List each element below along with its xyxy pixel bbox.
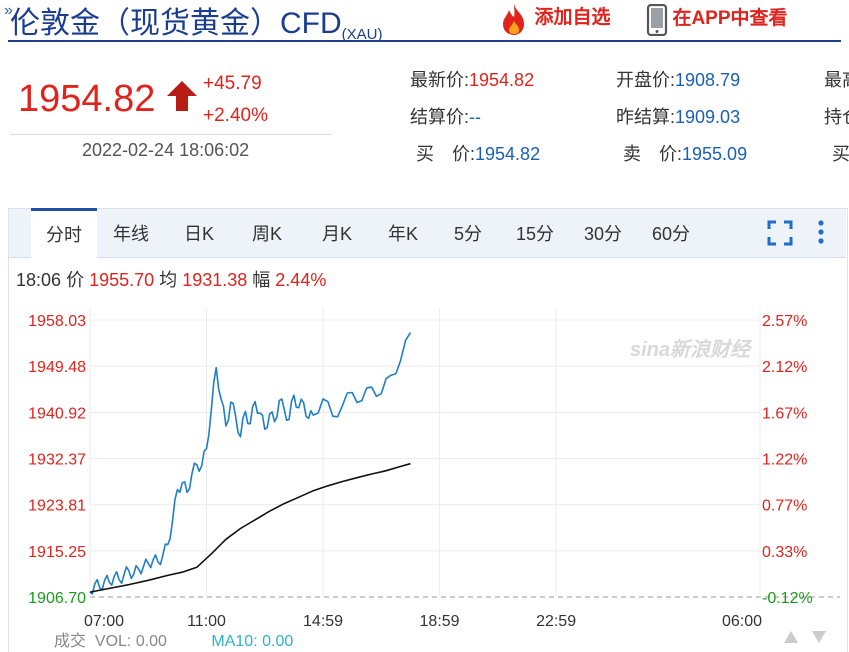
info-time: 18:06 <box>16 270 62 290</box>
average-line <box>89 462 411 593</box>
quote-field-open: 开盘价:1908.79 <box>616 66 740 92</box>
info-avg-label: 均 <box>159 270 178 290</box>
quote-divider <box>10 134 332 135</box>
x-tick-label: 06:00 <box>722 613 762 630</box>
quote-field-bid: 买 价:1954.82 <box>416 140 540 166</box>
x-tick-label: 22:59 <box>536 613 576 630</box>
tab-5min[interactable]: 5分 <box>453 224 482 244</box>
more-options-icon[interactable] <box>815 218 827 248</box>
info-amp-label: 幅 <box>252 270 271 290</box>
page-title-text: 伦敦金（现货黄金）CFD <box>10 7 342 40</box>
chart-panel <box>8 208 848 652</box>
up-arrow-icon <box>167 81 197 111</box>
price-line <box>89 332 412 595</box>
quote-field-bid-vol: 买 <box>832 140 849 166</box>
quote-field-label: 持仓 <box>824 107 849 127</box>
quote-field-settle: 结算价:-- <box>410 103 481 129</box>
header-divider <box>8 40 841 42</box>
tab-yearly-k[interactable]: 年K <box>387 224 418 244</box>
tab-60min[interactable]: 60分 <box>651 224 691 244</box>
sina-watermark: sina新浪财经 <box>630 338 753 361</box>
crosshair-info: 18:06 价 1955.70 均 1931.38 幅 2.44% <box>16 266 326 292</box>
tab-15min[interactable]: 15分 <box>515 224 555 244</box>
vol-value: VOL: 0.00 <box>94 633 167 650</box>
quote-field-open-interest: 持仓 <box>824 103 849 129</box>
y-axis-right: 2.57% 2.12% 1.67% 1.22% 0.77% 0.33% -0.12% <box>762 313 813 607</box>
phone-icon <box>646 3 668 36</box>
quote-datetime: 2022-02-24 18:06:02 <box>82 140 250 160</box>
quote-field-value: -- <box>469 107 482 127</box>
quote-field-value: 1955.09 <box>682 144 748 164</box>
quote-field-value: 1954.82 <box>475 144 541 164</box>
y-tick-label-left: 1906.70 <box>28 590 86 607</box>
quote-field-label: 买 <box>832 144 849 164</box>
quote-field-value: 1909.03 <box>675 107 741 127</box>
info-price: 1955.70 <box>89 270 155 290</box>
ma10-value: MA10: 0.00 <box>211 633 294 650</box>
quote-field-label: 买 价: <box>416 144 476 164</box>
y-tick-label-right: 0.77% <box>762 498 807 515</box>
add-watchlist-button[interactable]: 添加自选 <box>498 2 610 36</box>
volume-scroll-arrows[interactable] <box>782 628 828 646</box>
x-tick-label: 11:00 <box>187 613 226 630</box>
period-tabs: 分时 年线 日K 周K 月K 年K 5分 15分 30分 60分 <box>9 208 846 260</box>
x-tick-label: 18:59 <box>420 613 460 630</box>
x-axis: 07:00 11:00 14:59 18:59 22:59 06:00 <box>84 613 762 630</box>
y-tick-label-left: 1915.25 <box>28 544 86 561</box>
info-avg: 1931.38 <box>182 270 248 290</box>
y-tick-label-right: 1.67% <box>762 405 807 422</box>
current-price: 1954.82 <box>18 78 156 120</box>
fullscreen-icon[interactable] <box>767 220 793 246</box>
quote-field-prev-settle: 昨结算:1909.03 <box>616 103 740 129</box>
volume-panel-label: 成交 VOL: 0.00 MA10: 0.00 <box>54 627 293 651</box>
y-axis-left: 1958.03 1949.48 1940.92 1932.37 1923.81 1915.… <box>28 313 86 607</box>
view-in-app-label: 在APP中查看 <box>672 8 788 29</box>
tab-year-line[interactable]: 年线 <box>113 224 149 244</box>
tab-weekly-k[interactable]: 周K <box>251 224 282 244</box>
vol-title: 成交 <box>54 633 87 650</box>
y-tick-label-left: 1923.81 <box>28 498 86 515</box>
quote-field-value: 1908.79 <box>675 70 741 90</box>
quote-field-label: 最高 <box>824 70 849 90</box>
page-title-symbol: (XAU) <box>341 26 383 43</box>
tab-daily-k[interactable]: 日K <box>183 224 214 244</box>
y-tick-label-left: 1940.92 <box>28 405 86 422</box>
price-change: +45.79 <box>203 73 262 94</box>
title-arrow-icon: » <box>4 2 13 19</box>
quote-field-value: 1954.82 <box>469 70 535 90</box>
y-tick-label-left: 1958.03 <box>28 313 86 330</box>
quote-field-label: 最新价: <box>410 70 470 90</box>
y-tick-label-right: 1.22% <box>762 452 807 469</box>
view-in-app-button[interactable]: 在APP中查看 <box>646 3 788 36</box>
x-tick-label: 07:00 <box>84 613 124 630</box>
add-watchlist-label: 添加自选 <box>534 7 611 29</box>
y-tick-label-right: 2.57% <box>762 313 807 330</box>
chart-series <box>89 332 412 595</box>
scroll-down-icon <box>812 631 826 643</box>
quote-field-label: 开盘价: <box>616 70 676 90</box>
x-tick-label: 14:59 <box>303 613 343 630</box>
y-tick-label-right: 0.33% <box>762 544 807 561</box>
price-change-pct: +2.40% <box>203 105 268 126</box>
y-tick-label-right: -0.12% <box>762 590 813 607</box>
tab-30min[interactable]: 30分 <box>583 224 623 244</box>
info-price-label: 价 <box>66 270 85 290</box>
tab-monthly-k[interactable]: 月K <box>321 224 352 244</box>
scroll-up-icon <box>784 631 798 643</box>
fire-icon <box>503 4 524 35</box>
y-tick-label-left: 1932.37 <box>28 452 86 469</box>
quote-field-label: 卖 价: <box>623 144 683 164</box>
y-tick-label-left: 1949.48 <box>28 359 86 376</box>
chart-grid <box>89 308 840 598</box>
quote-field-ask: 卖 价:1955.09 <box>623 140 747 166</box>
quote-field-label: 昨结算: <box>616 107 676 127</box>
quote-field-high: 最高 <box>824 66 849 92</box>
quote-field-label: 结算价: <box>410 107 470 127</box>
info-amp: 2.44% <box>275 270 327 290</box>
page-title: 伦敦金（现货黄金）CFD(XAU) <box>10 0 383 43</box>
tab-intraday[interactable]: 分时 <box>31 208 97 260</box>
y-tick-label-right: 2.12% <box>762 359 807 376</box>
quote-field-latest: 最新价:1954.82 <box>410 66 534 92</box>
